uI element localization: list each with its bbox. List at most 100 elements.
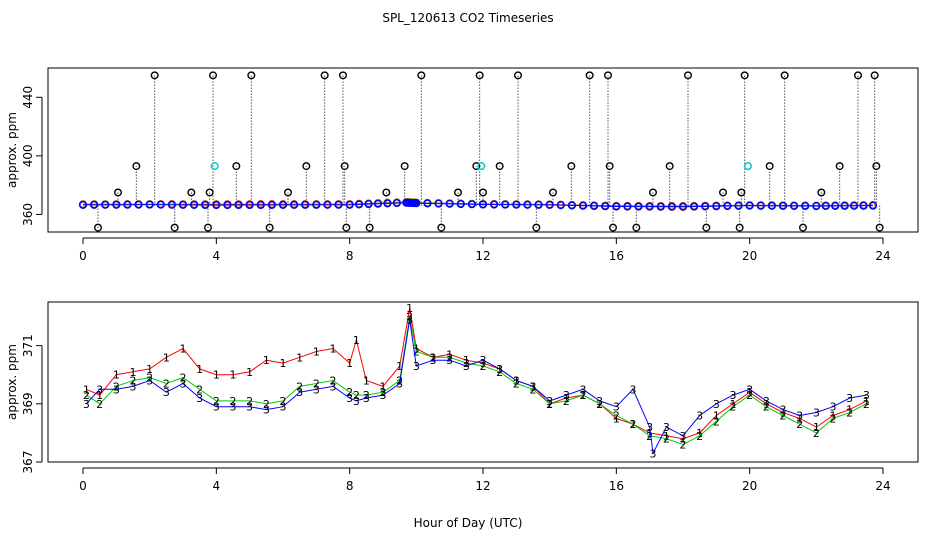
data-label: 2	[353, 389, 360, 402]
data-point	[745, 201, 754, 210]
data-label: 2	[763, 401, 770, 414]
data-label: 1	[713, 409, 720, 422]
data-point	[145, 200, 154, 209]
x-tick-label: 24	[875, 479, 890, 493]
x-tick-label: 0	[79, 249, 87, 263]
flag-point	[765, 162, 774, 171]
flag-point	[702, 223, 711, 232]
data-label: 1	[230, 369, 237, 382]
data-label: 2	[546, 398, 553, 411]
data-point	[859, 201, 868, 210]
flag-point	[454, 188, 463, 197]
data-point	[840, 201, 849, 210]
flag-point	[437, 223, 446, 232]
data-label: 1	[646, 427, 653, 440]
data-label: 3	[480, 354, 487, 367]
y-axis-label: approx. ppm	[5, 112, 19, 188]
data-point	[556, 201, 565, 210]
data-label: 2	[796, 418, 803, 431]
flag-point	[320, 71, 329, 80]
flag-point	[93, 223, 102, 232]
data-label: 1	[246, 366, 253, 379]
data-label: 1	[513, 375, 520, 388]
data-label: 3	[730, 389, 737, 402]
flag-point	[247, 71, 256, 80]
data-label: 3	[780, 404, 787, 417]
data-label: 1	[380, 380, 387, 393]
x-tick-label: 8	[346, 249, 354, 263]
calibration-point	[743, 162, 753, 171]
data-point	[821, 201, 830, 211]
x-tick-label: 8	[346, 479, 354, 493]
data-label: 1	[746, 386, 753, 399]
data-point	[167, 200, 176, 209]
y-tick-label: 440	[21, 86, 35, 109]
data-label: 3	[446, 354, 453, 367]
data-label: 2	[230, 395, 237, 408]
data-label: 3	[413, 360, 420, 373]
series-3	[78, 198, 878, 211]
data-point	[656, 202, 665, 211]
data-point	[212, 201, 221, 210]
data-layer	[78, 71, 884, 232]
data-label: 2	[313, 377, 320, 390]
data-label: 1	[446, 348, 453, 361]
data-point	[623, 202, 632, 211]
data-point	[812, 202, 821, 211]
data-label: 1	[180, 343, 187, 356]
y-tick-label: 369	[21, 392, 35, 415]
data-label: 3	[813, 407, 820, 420]
data-label: 2	[163, 377, 170, 390]
data-label: 2	[446, 351, 453, 364]
x-tick-label: 24	[875, 249, 890, 263]
data-label: 1	[113, 369, 120, 382]
data-label: 3	[180, 377, 187, 390]
flag-point	[417, 71, 426, 80]
data-label: 1	[396, 360, 403, 373]
data-label: 3	[563, 389, 570, 402]
x-tick-label: 0	[79, 479, 87, 493]
flag-point	[740, 71, 749, 80]
data-label: 3	[713, 398, 720, 411]
data-label: 2	[196, 383, 203, 396]
data-point	[323, 200, 332, 209]
flag-point	[205, 188, 214, 197]
data-label: 1	[296, 351, 303, 364]
data-label: 2	[863, 398, 870, 411]
data-point	[373, 199, 383, 208]
data-label: 3	[630, 383, 637, 396]
x-tick-label: 20	[742, 479, 757, 493]
flag-point	[649, 188, 658, 197]
flag-point	[132, 162, 141, 171]
data-label: 2	[263, 398, 270, 411]
data-label: 1	[313, 345, 320, 358]
flag-point	[872, 162, 881, 171]
series-line	[85, 319, 867, 455]
data-label: 3	[530, 380, 537, 393]
data-label: 2	[380, 386, 387, 399]
data-point	[634, 202, 643, 211]
data-label: 3	[313, 383, 320, 396]
x-tick-label: 4	[213, 479, 221, 493]
data-label: 1	[146, 363, 153, 376]
data-label: 2	[596, 398, 603, 411]
data-label: 3	[796, 409, 803, 422]
data-label: 3	[380, 389, 387, 402]
data-point	[734, 201, 743, 210]
data-label: 1	[730, 398, 737, 411]
data-label: 1	[546, 398, 553, 411]
flag-point	[632, 223, 641, 232]
data-label: 3	[246, 401, 253, 414]
figure-title: SPL_120613 CO2 Timeseries	[382, 11, 553, 25]
data-point	[567, 201, 576, 210]
data-point	[645, 202, 654, 211]
data-point	[201, 200, 210, 210]
flag-point	[382, 188, 391, 197]
flag-point	[339, 71, 348, 80]
x-axis: 0 4 8 12 16 20 24	[79, 237, 891, 263]
data-point	[267, 200, 276, 209]
data-label: 2	[406, 311, 413, 324]
data-point	[78, 200, 88, 209]
data-label: 2	[830, 412, 837, 425]
